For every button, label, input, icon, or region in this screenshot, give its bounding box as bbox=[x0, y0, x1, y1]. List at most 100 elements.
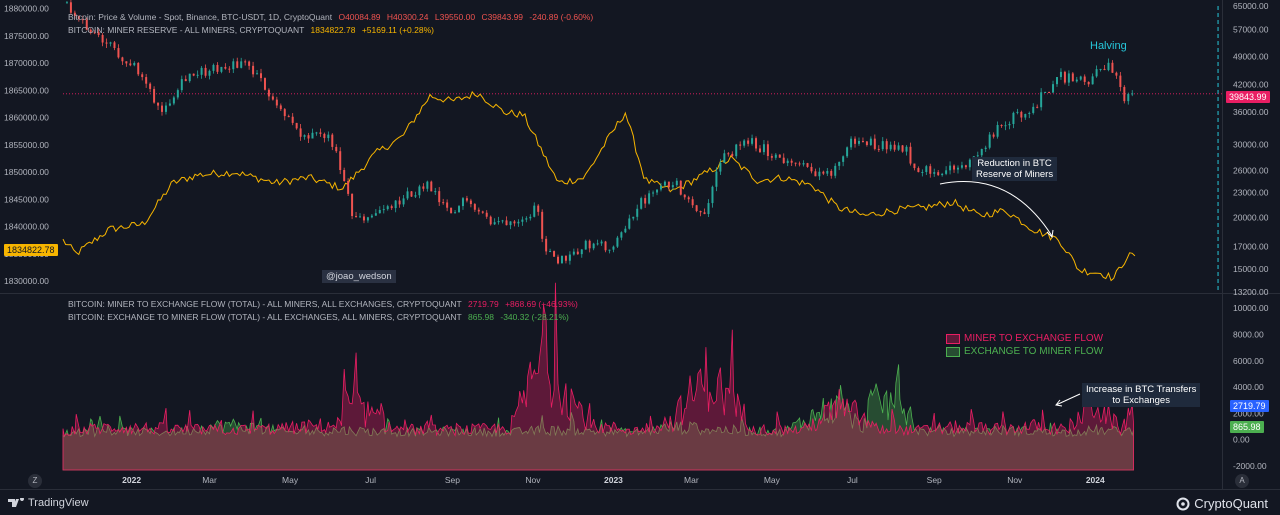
reserve-series-title: BITCOIN: MINER RESERVE - ALL MINERS, CRY… bbox=[68, 25, 305, 35]
price-candle-body bbox=[980, 149, 983, 156]
right-axis-tick-top: 26000.00 bbox=[1233, 165, 1269, 175]
cryptoquant-text: CryptoQuant bbox=[1194, 496, 1268, 511]
price-candle-body bbox=[232, 61, 235, 70]
legend-miner-to-exchange: MINER TO EXCHANGE FLOW bbox=[946, 333, 1103, 344]
price-candle-body bbox=[347, 180, 350, 194]
price-candle-body bbox=[291, 116, 294, 123]
right-axis-tick-top: 17000.00 bbox=[1233, 242, 1269, 252]
price-candle-body bbox=[513, 221, 516, 224]
price-candle-body bbox=[450, 207, 453, 214]
increase-arrow bbox=[1055, 393, 1081, 406]
price-candle-body bbox=[675, 180, 678, 186]
right-axis-tick-bottom: 2000.00 bbox=[1233, 408, 1264, 418]
price-candle-body bbox=[636, 208, 639, 217]
price-candle-body bbox=[168, 103, 171, 106]
left-axis-tick: 1865000.00 bbox=[4, 85, 49, 95]
price-candle-body bbox=[374, 213, 377, 216]
tradingview-icon bbox=[8, 498, 24, 507]
price-candle-body bbox=[755, 138, 758, 149]
price-candle-body bbox=[857, 140, 860, 144]
price-candle-body bbox=[901, 145, 904, 152]
price-candle-body bbox=[1044, 92, 1047, 94]
price-candle-body bbox=[529, 216, 532, 219]
price-candle-body bbox=[236, 61, 239, 68]
price-candle-body bbox=[73, 12, 76, 16]
price-candle-body bbox=[212, 64, 215, 71]
price-candle-body bbox=[89, 29, 92, 33]
reserve-value: 1834822.78 bbox=[310, 25, 356, 35]
price-candle-body bbox=[426, 181, 429, 189]
price-candle-body bbox=[1123, 87, 1126, 102]
price-candle-body bbox=[501, 220, 504, 222]
price-candle-body bbox=[909, 146, 912, 164]
price-candle-body bbox=[295, 122, 298, 129]
price-candle-body bbox=[275, 99, 278, 106]
price-candle-body bbox=[707, 203, 710, 215]
price-candle-body bbox=[434, 191, 437, 193]
price-candle-body bbox=[687, 197, 690, 200]
price-candle-body bbox=[109, 42, 112, 44]
price-candle-body bbox=[283, 109, 286, 117]
price-candle-body bbox=[256, 73, 259, 75]
zoom-z-button[interactable]: Z bbox=[28, 474, 42, 488]
price-candle-body bbox=[1000, 124, 1003, 126]
right-axis-tick-bottom: 0.00 bbox=[1233, 435, 1250, 445]
price-candle-body bbox=[509, 221, 512, 226]
price-candle-body bbox=[521, 219, 524, 222]
auto-scale-button[interactable]: A bbox=[1235, 474, 1249, 488]
price-candle-body bbox=[402, 198, 405, 205]
price-candle-body bbox=[774, 154, 777, 158]
price-candle-body bbox=[164, 105, 167, 112]
right-axis-tick-top: 13200.00 bbox=[1233, 287, 1269, 297]
price-candle-body bbox=[715, 171, 718, 187]
price-candle-body bbox=[359, 216, 362, 218]
price-candle-body bbox=[93, 32, 96, 34]
price-candle-body bbox=[252, 65, 255, 75]
price-last-badge: 39843.99 bbox=[1226, 91, 1270, 103]
flow1-legend: BITCOIN: MINER TO EXCHANGE FLOW (TOTAL) … bbox=[68, 299, 578, 309]
price-candle-body bbox=[1016, 111, 1019, 113]
price-candle-body bbox=[711, 186, 714, 204]
price-candle-body bbox=[1020, 111, 1023, 118]
price-candle-body bbox=[739, 144, 742, 146]
price-candle-body bbox=[85, 19, 88, 30]
price-candle-body bbox=[778, 154, 781, 158]
price-candle-body bbox=[454, 212, 457, 214]
price-candle-body bbox=[69, 2, 72, 13]
price-candle-body bbox=[153, 88, 156, 103]
price-candle-body bbox=[683, 194, 686, 198]
price-candle-body bbox=[533, 205, 536, 217]
price-candle-body bbox=[366, 217, 369, 221]
price-candle-body bbox=[1059, 71, 1062, 78]
price-candle-body bbox=[461, 198, 464, 207]
right-axis-tick-top: 49000.00 bbox=[1233, 52, 1269, 62]
price-candle-body bbox=[988, 134, 991, 148]
price-candle-body bbox=[596, 243, 599, 245]
price-candle-body bbox=[822, 171, 825, 174]
price-candle-body bbox=[323, 133, 326, 139]
price-candle-body bbox=[267, 89, 270, 97]
price-candle-body bbox=[390, 206, 393, 209]
flow2-last-badge: 865.98 bbox=[1230, 421, 1264, 433]
price-candle-body bbox=[1028, 112, 1031, 115]
price-candle-body bbox=[224, 66, 227, 69]
price-candle-body bbox=[893, 144, 896, 150]
price-candle-body bbox=[537, 205, 540, 212]
price-candle-body bbox=[671, 185, 674, 188]
price-high: H40300.24 bbox=[386, 12, 429, 22]
price-candle-body bbox=[351, 193, 354, 217]
reserve-change: +5169.11 (+0.28%) bbox=[361, 25, 434, 35]
tradingview-text: TradingView bbox=[28, 497, 89, 509]
price-candle-body bbox=[97, 32, 100, 35]
left-axis-tick: 1860000.00 bbox=[4, 113, 49, 123]
price-candle-body bbox=[699, 210, 702, 213]
price-candle-body bbox=[881, 141, 884, 150]
price-candle-body bbox=[216, 64, 219, 72]
price-candle-body bbox=[600, 241, 603, 244]
price-candle-body bbox=[758, 148, 761, 153]
reserve-legend: BITCOIN: MINER RESERVE - ALL MINERS, CRY… bbox=[68, 25, 434, 35]
price-candle-body bbox=[1032, 106, 1035, 113]
right-axis-tick-top: 57000.00 bbox=[1233, 25, 1269, 35]
reduction-arrowhead bbox=[1046, 229, 1054, 239]
flow1-series-title: BITCOIN: MINER TO EXCHANGE FLOW (TOTAL) … bbox=[68, 299, 462, 309]
